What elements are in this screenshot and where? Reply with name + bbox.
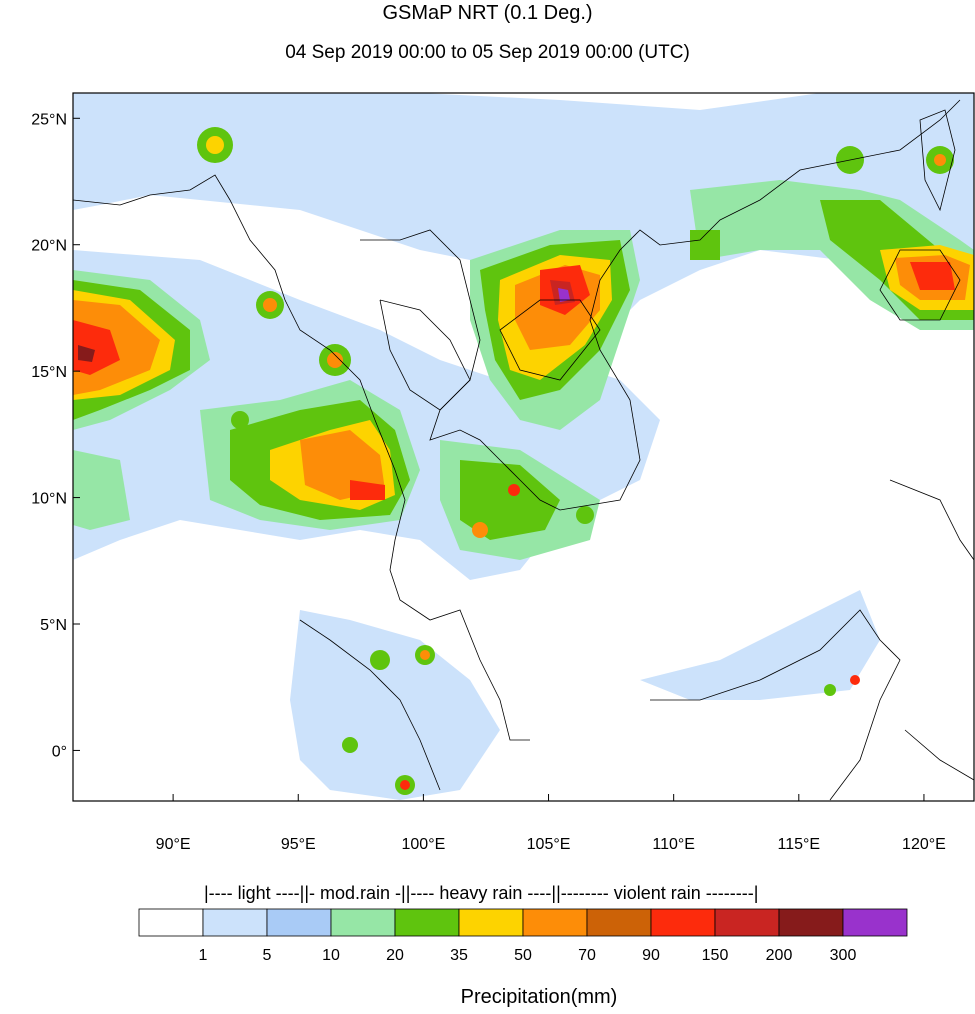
legend-swatch	[266, 908, 332, 937]
legend-swatch	[458, 908, 524, 937]
legend-colorbar	[138, 908, 908, 937]
lon-tick-label: 105°E	[527, 836, 571, 853]
legend-categories: |---- light ----||- mod.rain -||---- hea…	[204, 883, 758, 904]
legend-cat-light: |---- light ----|	[204, 883, 305, 903]
map-title: GSMaP NRT (0.1 Deg.)	[382, 2, 593, 24]
legend-cat-heavy: |---- heavy rain ----|	[405, 883, 557, 903]
legend-cat-violent: |-------- violent rain --------|	[556, 883, 759, 903]
lat-tick-label: 15°N	[31, 364, 67, 381]
legend-cat-moderate: |- mod.rain -|	[304, 883, 406, 903]
lat-tick-label: 20°N	[31, 238, 67, 255]
lat-tick-label: 25°N	[31, 111, 67, 128]
legend-swatch	[778, 908, 844, 937]
lon-tick-label: 95°E	[281, 836, 316, 853]
lat-tick-label: 5°N	[40, 617, 67, 634]
lon-tick-label: 100°E	[402, 836, 446, 853]
legend-swatch	[650, 908, 716, 937]
legend-swatch	[394, 908, 460, 937]
lon-tick-label: 120°E	[902, 836, 946, 853]
lat-tick-label: 10°N	[31, 491, 67, 508]
legend-swatch	[330, 908, 396, 937]
lon-tick-label: 115°E	[778, 836, 821, 853]
lon-tick-label: 90°E	[156, 836, 191, 853]
precip-field	[73, 93, 974, 801]
legend-swatch	[586, 908, 652, 937]
legend-threshold: 150	[702, 947, 729, 964]
legend-threshold: 70	[578, 947, 596, 964]
legend-threshold: 50	[514, 947, 532, 964]
legend-threshold: 300	[830, 947, 857, 964]
legend-swatch	[202, 908, 268, 937]
lon-tick-label: 110°E	[652, 836, 695, 853]
legend-threshold: 20	[386, 947, 404, 964]
legend-threshold: 1	[199, 947, 208, 964]
map-frame	[72, 92, 975, 802]
legend-unit: Precipitation(mm)	[460, 986, 618, 1008]
legend-threshold: 200	[766, 947, 793, 964]
legend-threshold: 10	[322, 947, 340, 964]
lat-tick-label: 0°	[52, 743, 67, 760]
legend-threshold: 35	[450, 947, 468, 964]
legend-threshold: 90	[642, 947, 660, 964]
longitude-ticks: 90°E 95°E 100°E 105°E 110°E 115°E 120°E	[156, 794, 946, 853]
legend-thresholds: 1 5 10 20 35 50 70 90 150 200 300	[199, 947, 857, 964]
legend-swatch	[522, 908, 588, 937]
latitude-ticks: 25°N 20°N 15°N 10°N 5°N 0°	[31, 111, 80, 760]
legend-threshold: 5	[263, 947, 272, 964]
map-subtitle: 04 Sep 2019 00:00 to 05 Sep 2019 00:00 (…	[285, 42, 690, 63]
legend-swatch	[842, 908, 908, 937]
legend-swatch	[138, 908, 204, 937]
legend-swatch	[714, 908, 780, 937]
